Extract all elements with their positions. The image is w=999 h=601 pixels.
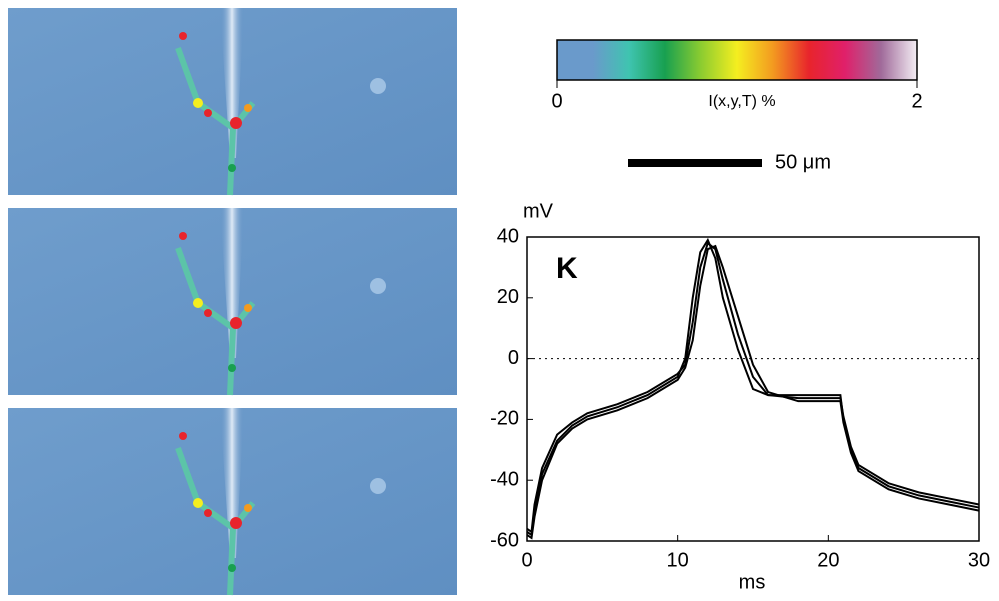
colorbar-label: I(x,y,T) % xyxy=(708,93,775,110)
colorbar-rect xyxy=(556,39,918,81)
y-tick-label: 0 xyxy=(508,347,519,369)
trace xyxy=(526,237,980,537)
y-tick-label: 40 xyxy=(497,225,519,247)
colorbar: 0 2 I(x,y,T) % xyxy=(551,39,923,112)
panel-label: K xyxy=(556,252,578,285)
trace xyxy=(526,244,980,540)
x-tick-label: 30 xyxy=(968,549,990,571)
x-tick-label: 10 xyxy=(667,549,689,571)
colorbar-tick-label: 0 xyxy=(551,90,562,112)
colorbar-tick-label: 2 xyxy=(911,90,922,112)
micrographs xyxy=(8,8,457,595)
x-tick-label: 20 xyxy=(817,549,839,571)
y-axis-label: mV xyxy=(523,200,554,222)
y-tick-label: 20 xyxy=(497,286,519,308)
y-tick-label: -60 xyxy=(490,529,519,551)
y-tick-label: -40 xyxy=(490,468,519,490)
scale-bar-label: 50 μm xyxy=(775,151,831,173)
plot-frame xyxy=(526,236,980,542)
x-tick-label: 0 xyxy=(521,549,532,571)
chart: -60 -40 -20 0 20 40 0 10 20 30 mV ms K xyxy=(490,200,990,593)
x-axis-label: ms xyxy=(739,571,766,593)
trace xyxy=(526,241,980,534)
y-tick-label: -20 xyxy=(490,408,519,430)
